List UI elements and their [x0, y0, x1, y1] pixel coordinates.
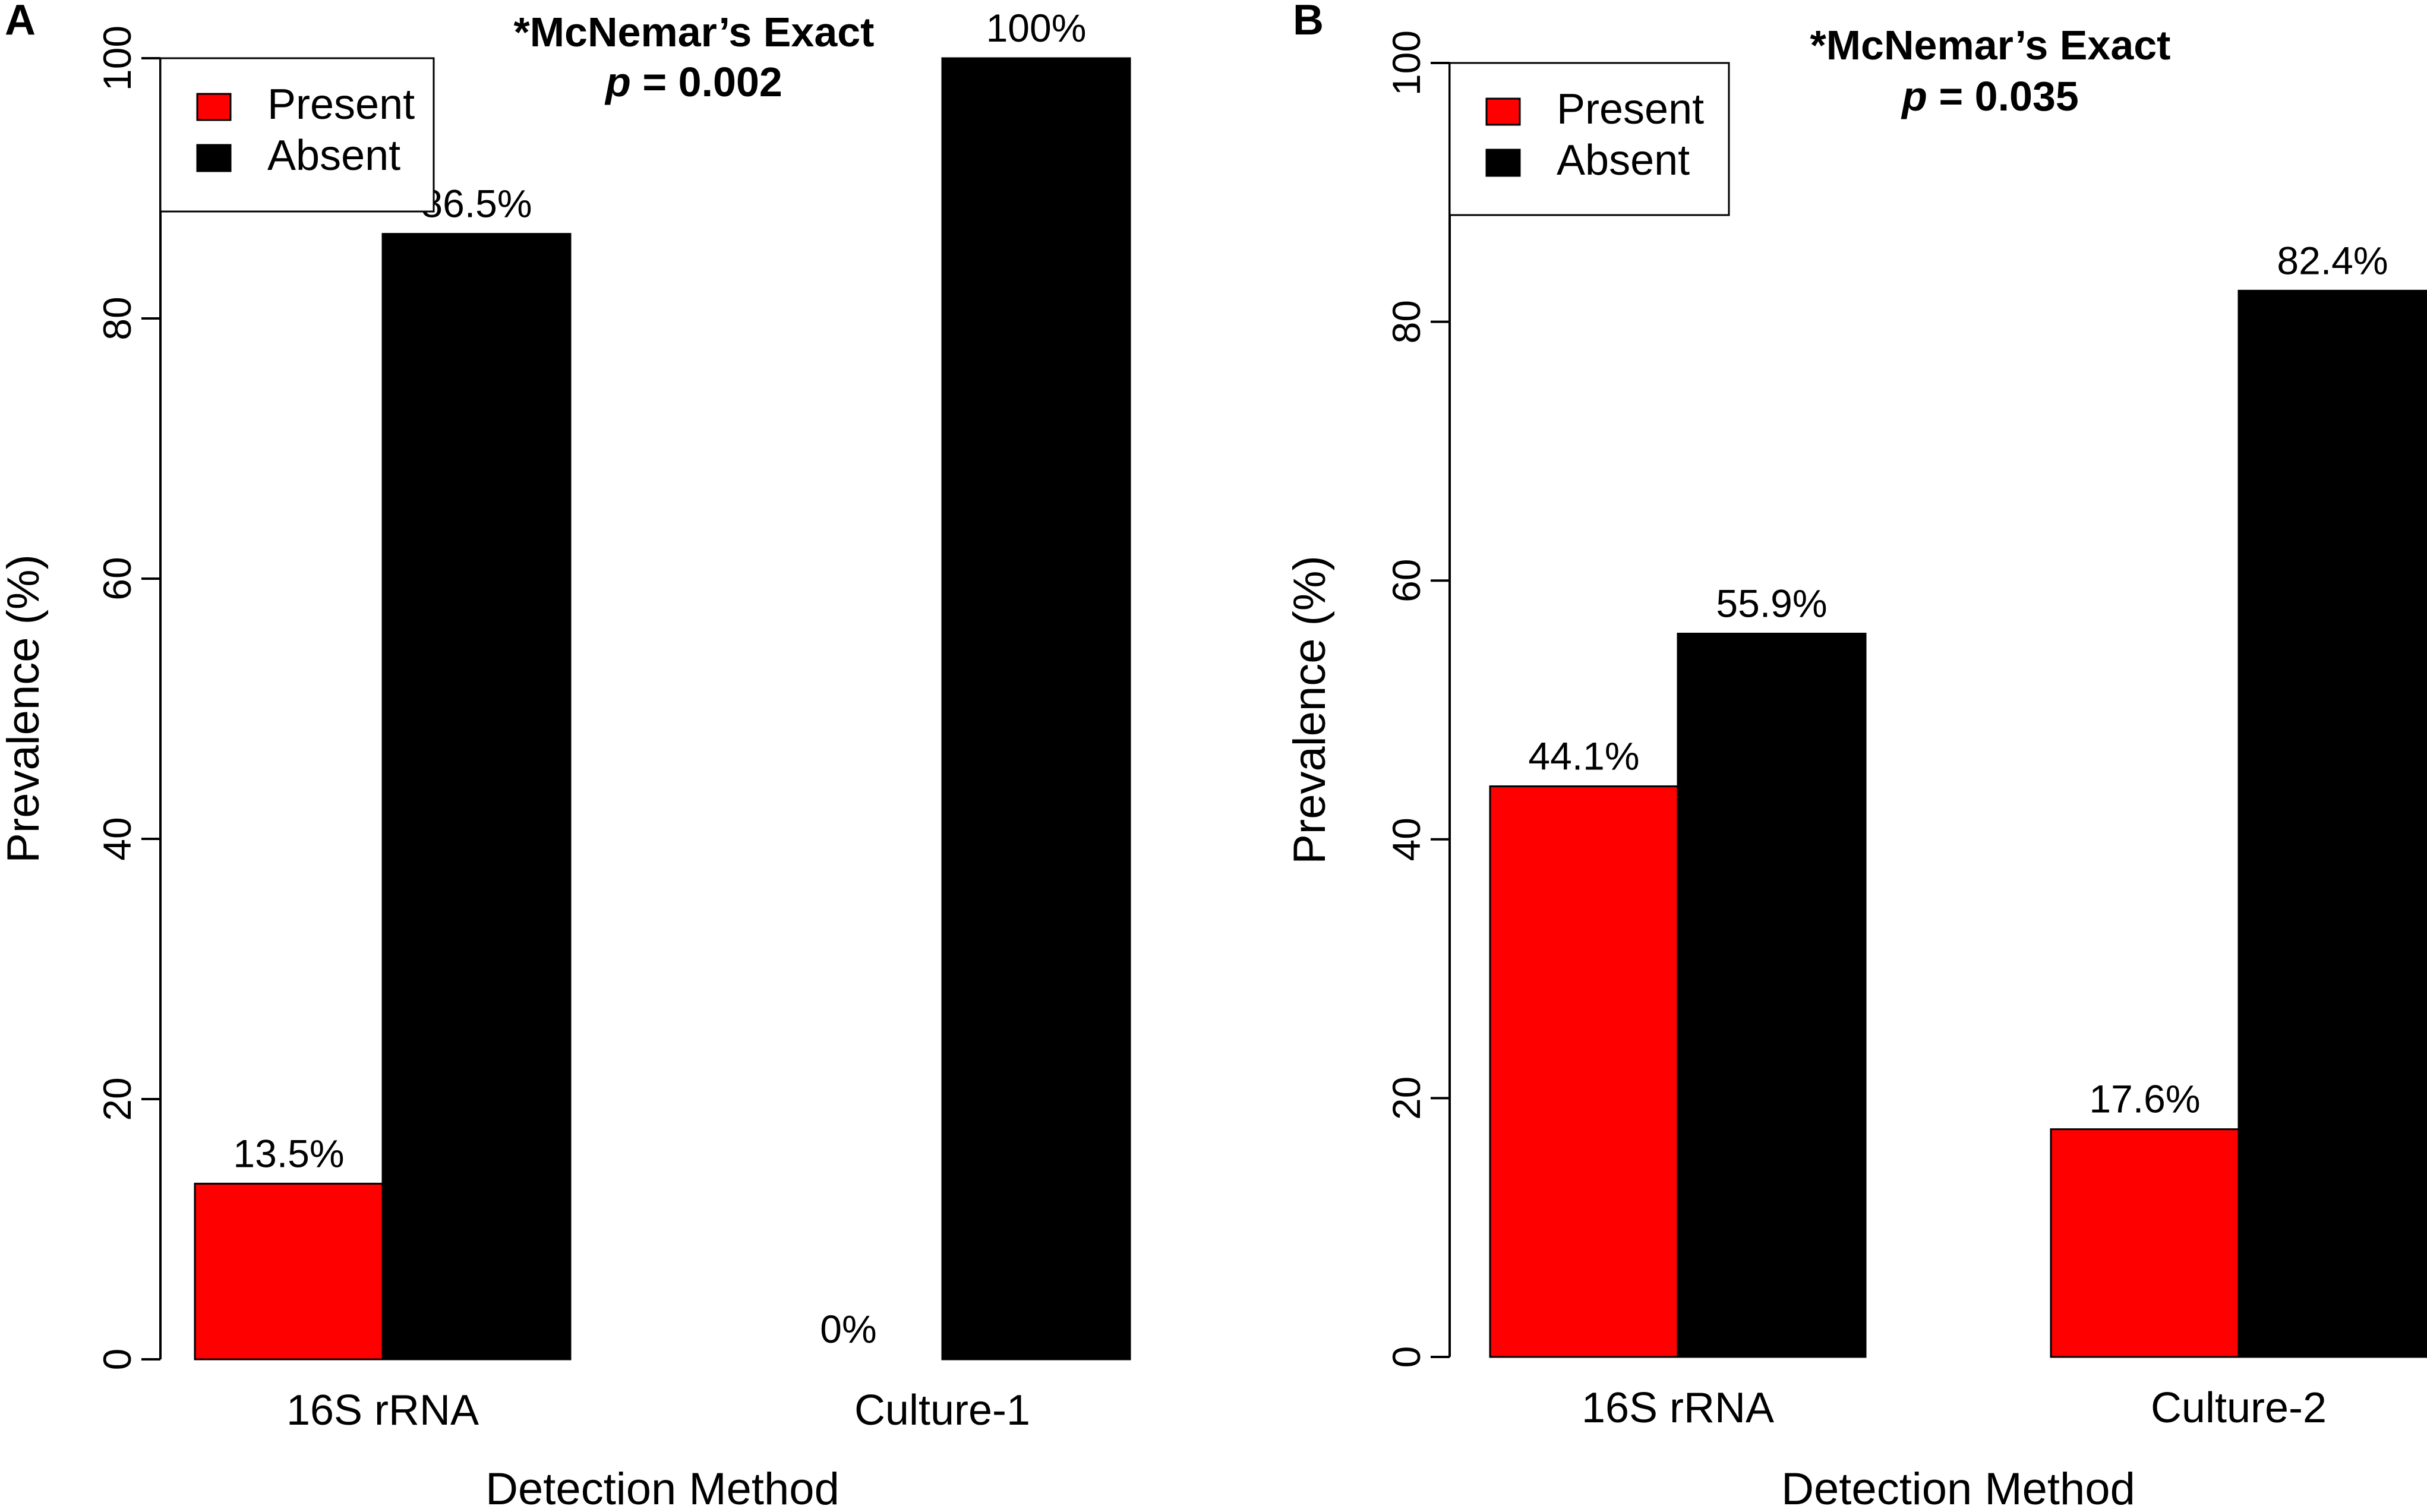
bar-present-1: [194, 1182, 384, 1361]
x-axis-title: Detection Method: [1781, 1464, 2135, 1512]
y-axis-title: Prevalence (%): [1284, 555, 1335, 864]
y-tick-label: 60: [95, 557, 139, 600]
legend-swatch-absent: [196, 144, 232, 172]
p-value: p = 0.002: [604, 59, 782, 105]
panel-letter: B: [1293, 0, 1324, 44]
y-tick-label: 100: [1384, 30, 1428, 96]
bar-absent-1: [381, 233, 572, 1361]
y-tick-label: 80: [95, 296, 139, 340]
y-tick-label: 60: [1384, 558, 1428, 602]
x-category-label: 16S rRNA: [286, 1387, 479, 1434]
bar-present-1: [1489, 785, 1679, 1358]
p-symbol: p: [1901, 73, 1927, 119]
data-label: 0%: [820, 1307, 876, 1351]
bar-absent-1: [1677, 632, 1867, 1358]
legend-box: [1448, 62, 1730, 216]
data-label: 86.5%: [421, 182, 532, 226]
legend-box: [159, 57, 435, 213]
bar-absent-2: [941, 57, 1131, 1361]
x-category-label: 16S rRNA: [1582, 1384, 1774, 1432]
x-axis-title: Detection Method: [485, 1464, 839, 1512]
p-value-number: = 0.002: [631, 59, 782, 105]
legend-label-absent: Absent: [267, 132, 400, 179]
data-label: 13.5%: [233, 1131, 344, 1175]
y-tick-label: 20: [1384, 1077, 1428, 1120]
legend-swatch-present: [196, 93, 232, 121]
y-tick-label: 40: [1384, 817, 1428, 861]
p-symbol: p: [604, 59, 631, 105]
bar-absent-2: [2237, 289, 2427, 1358]
data-label: 44.1%: [1528, 734, 1639, 778]
panel-b-chart: B 0 20 40 60 80 100 Prevalence (%) Detection Met…: [1284, 0, 2427, 1512]
y-tick-label: 80: [1384, 300, 1428, 343]
p-value: p = 0.035: [1901, 73, 2079, 119]
y-tick-label: 100: [95, 26, 139, 91]
legend-swatch-present: [1485, 97, 1521, 126]
data-label: 55.9%: [1716, 581, 1827, 625]
legend-label-present: Present: [267, 81, 415, 128]
y-tick-label: 0: [1384, 1346, 1428, 1368]
p-value-number: = 0.035: [1927, 73, 2079, 119]
legend-swatch-absent: [1485, 149, 1521, 177]
legend-label-absent: Absent: [1557, 137, 1690, 184]
x-category-label: Culture-1: [854, 1387, 1030, 1434]
y-tick-label: 40: [95, 817, 139, 860]
bar-present-2: [2050, 1128, 2240, 1358]
data-label: 17.6%: [2089, 1077, 2200, 1121]
data-label: 100%: [986, 6, 1087, 50]
panel-a-chart: A 0 20 40 60 80 100 Prevalence (%) Detection Met…: [0, 0, 1131, 1512]
y-tick-label: 0: [95, 1349, 139, 1371]
test-title: *McNemar’s Exact: [1810, 22, 2171, 68]
y-axis-title: Prevalence (%): [0, 554, 49, 863]
data-label: 82.4%: [2277, 238, 2388, 282]
y-tick-label: 20: [95, 1077, 139, 1120]
panel-letter: A: [5, 0, 36, 44]
legend-label-present: Present: [1557, 86, 1704, 133]
x-category-label: Culture-2: [2151, 1384, 2327, 1432]
test-title: *McNemar’s Exact: [514, 9, 875, 55]
